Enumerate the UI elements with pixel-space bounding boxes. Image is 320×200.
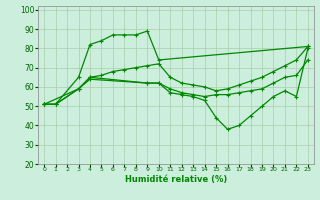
X-axis label: Humidité relative (%): Humidité relative (%) bbox=[125, 175, 227, 184]
